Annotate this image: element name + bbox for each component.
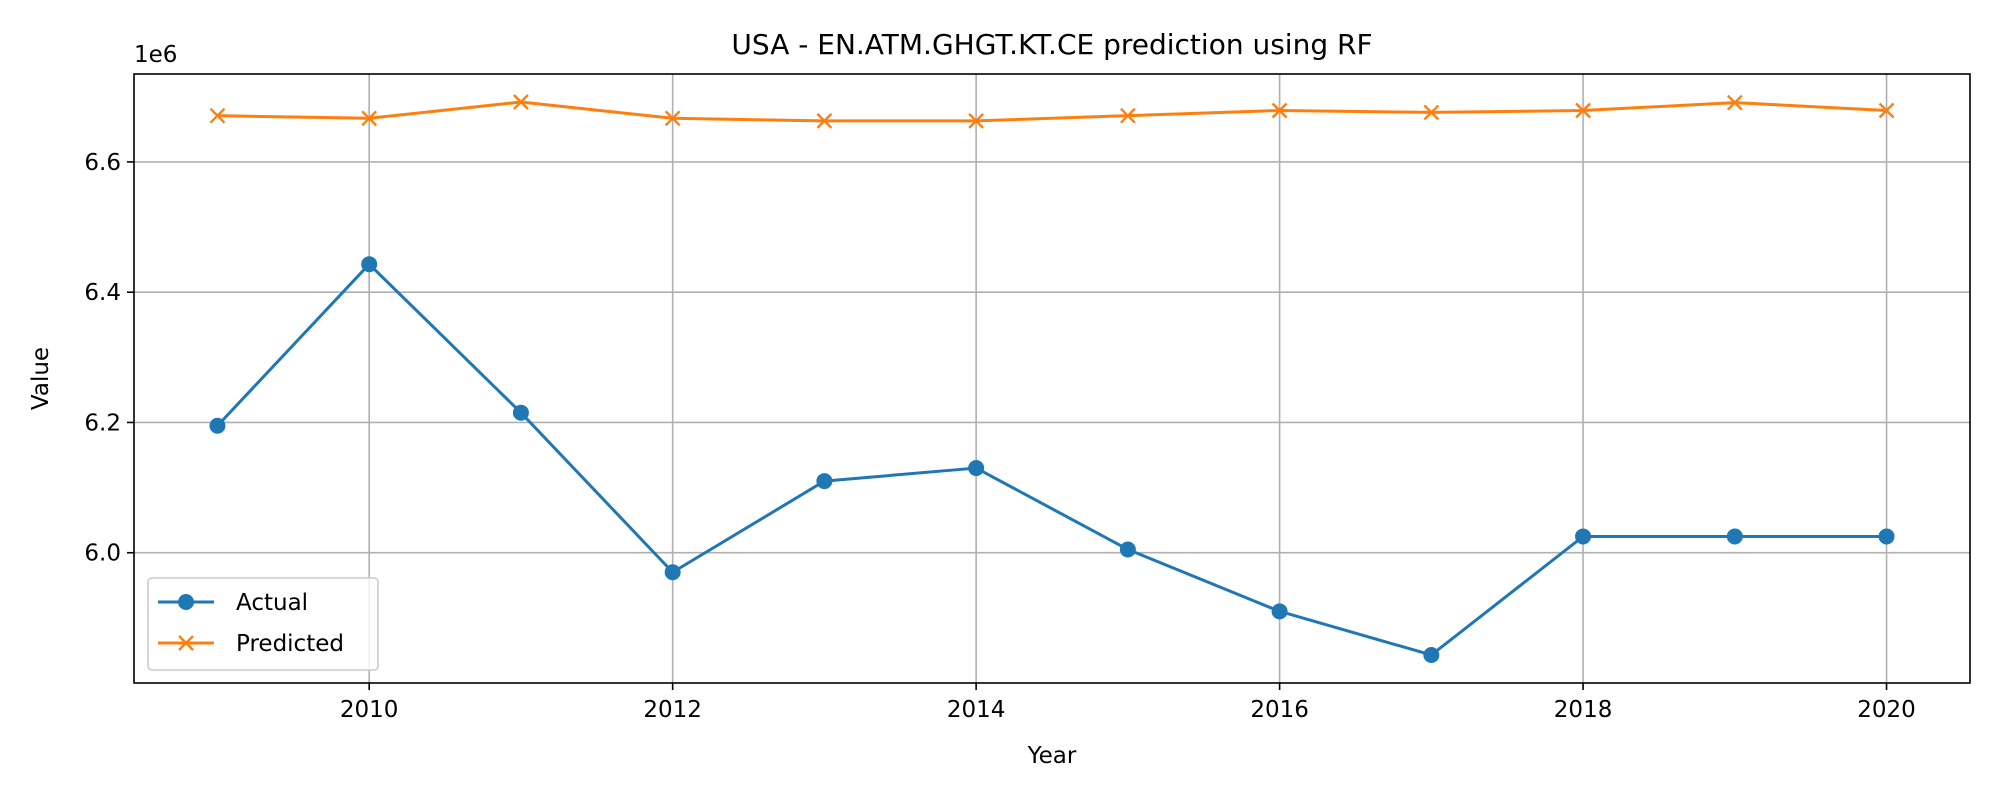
data-point [1120, 107, 1136, 124]
legend-item-actual: Actual [158, 590, 308, 616]
x-tick-label: 2020 [1857, 697, 1916, 723]
x-tick-label: 2012 [643, 697, 702, 723]
x-tick-label: 2016 [1250, 697, 1309, 723]
y-axis: 6.0 6.2 6.4 6.6 [84, 150, 134, 567]
legend-label: Predicted [236, 631, 344, 657]
series-line-predicted [217, 100, 1887, 123]
chart-title: USA - EN.ATM.GHGT.KT.CE prediction using… [731, 28, 1372, 61]
data-point [513, 94, 529, 110]
data-point [1575, 102, 1591, 119]
grid [134, 74, 1970, 683]
y-tick-label: 6.6 [84, 150, 121, 176]
data-point [209, 417, 226, 434]
x-tick-label: 2018 [1554, 697, 1613, 723]
data-point [1423, 104, 1440, 121]
data-point [361, 256, 378, 273]
x-tick-label: 2014 [947, 697, 1006, 723]
data-point [1423, 646, 1440, 663]
legend-marker [178, 594, 194, 610]
series-line-actual [216, 262, 1887, 657]
y-tick-label: 6.4 [84, 280, 121, 306]
y-axis-offset-label: 1e6 [134, 42, 177, 68]
data-point [1575, 528, 1592, 545]
data-point [816, 473, 833, 490]
legend-marker [178, 635, 194, 651]
x-tick-label: 2010 [340, 697, 399, 723]
legend-items: Actual Predicted [158, 590, 344, 657]
series-layer [209, 94, 1895, 663]
y-axis-label: Value [28, 347, 54, 410]
legend-label: Actual [236, 590, 308, 616]
plot-frame [133, 73, 1971, 684]
legend-item-predicted: Predicted [158, 631, 344, 657]
data-point [968, 113, 984, 129]
data-point [361, 110, 378, 127]
data-point [816, 113, 833, 129]
data-point [209, 107, 226, 124]
data-point [968, 460, 985, 477]
series-predicted [209, 94, 1895, 129]
data-point [512, 404, 529, 421]
data-point [1271, 102, 1288, 119]
data-point [1878, 102, 1895, 119]
x-axis: 2010 2012 2014 2016 2018 2020 [340, 683, 1916, 723]
x-axis-label: Year [1027, 743, 1077, 769]
y-tick-label: 6.2 [84, 410, 121, 436]
series-actual [209, 256, 1895, 663]
data-point [1119, 541, 1136, 558]
data-point [664, 564, 681, 581]
legend: Actual Predicted [147, 577, 379, 671]
y-tick-label: 6.0 [84, 541, 121, 567]
data-point [1271, 603, 1288, 620]
data-point [1726, 94, 1743, 111]
data-point [1726, 528, 1743, 545]
data-point [664, 110, 681, 127]
data-point [1878, 528, 1895, 545]
